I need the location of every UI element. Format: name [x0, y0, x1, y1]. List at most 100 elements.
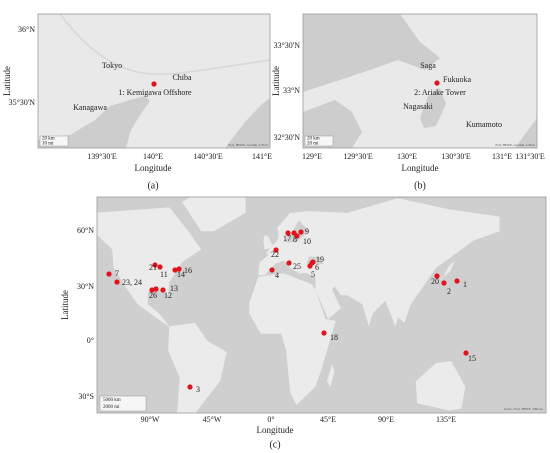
x-tick-label: 129°E	[302, 152, 322, 161]
sea	[283, 220, 310, 243]
site-marker	[273, 247, 279, 253]
site-marker	[151, 81, 157, 87]
attribution: Esri, HERE, Garmin, USGS	[495, 143, 535, 148]
sea	[225, 98, 270, 148]
map-frame	[96, 196, 547, 414]
site-marker	[321, 330, 327, 336]
bay	[420, 88, 446, 128]
site-marker	[463, 350, 469, 356]
sea	[515, 118, 537, 148]
attribution: IGGC, Esri, HERE, NRCan	[504, 407, 543, 412]
land	[168, 322, 227, 413]
x-tick-label: 0°	[267, 415, 274, 424]
map-a: 36°N 35°30'N 139°30'E 140°E 140°30'E 141…	[2, 13, 272, 191]
site-label: 2	[447, 287, 451, 296]
x-tick-label: 129°30'E	[343, 152, 373, 161]
site-label: 21	[149, 263, 157, 272]
site-label: 18	[330, 333, 338, 342]
y-tick-label: 33°30'N	[274, 41, 301, 50]
scale-box	[99, 395, 147, 412]
site-marker	[114, 279, 120, 285]
site-marker	[441, 280, 447, 286]
x-tick-label: 90°W	[141, 415, 160, 424]
site-label: 8	[293, 235, 297, 244]
scale-label: 20 km	[42, 137, 55, 142]
site-label: 23, 24	[122, 278, 142, 287]
scale-box	[304, 135, 334, 147]
site-marker	[153, 286, 159, 292]
site-marker	[454, 278, 460, 284]
site-marker	[286, 260, 292, 266]
caption: (c)	[269, 439, 280, 450]
map-c: 60°N 30°N 0° 30°S 90°W 45°W 0° 45°E 90°E…	[60, 196, 547, 450]
site-marker	[298, 229, 304, 235]
x-tick-label: 131°E	[492, 152, 512, 161]
land	[263, 234, 274, 250]
x-tick-label: 130°30'E	[441, 152, 471, 161]
land	[436, 260, 456, 283]
land	[249, 273, 336, 406]
y-tick-label: 36°N	[18, 25, 35, 34]
place-label: Chiba	[172, 73, 192, 82]
place-label: Kanagawa	[73, 103, 107, 112]
y-tick-label: 35°30'N	[9, 98, 36, 107]
sea	[303, 14, 440, 92]
site-marker	[172, 267, 178, 273]
site-label: 3	[196, 385, 200, 394]
site-marker	[269, 267, 275, 273]
x-tick-label: 45°E	[320, 415, 336, 424]
x-tick-label: 45°W	[203, 415, 222, 424]
site-marker	[149, 287, 155, 293]
scale-label: 20 mi	[307, 142, 319, 147]
y-axis-label: Latitude	[60, 290, 70, 320]
y-tick-label: 33°N	[283, 86, 300, 95]
site-label: 17	[283, 234, 291, 243]
site-marker	[310, 259, 316, 265]
map-b: 33°30'N 33°N 32°30'N 129°E 129°30'E 130°…	[271, 13, 545, 191]
site-label: 6	[315, 263, 319, 272]
y-tick-label: 32°30'N	[274, 133, 301, 142]
y-axis-label: Latitude	[2, 66, 12, 96]
caption: (a)	[147, 180, 158, 191]
site-label: 16	[184, 266, 192, 275]
x-tick-label: 140°30'E	[193, 152, 223, 161]
place-label: Saga	[420, 61, 436, 70]
caption: (b)	[414, 180, 426, 191]
site-marker	[152, 262, 158, 268]
site-label: 25	[293, 262, 301, 271]
y-tick-label: 60°N	[77, 226, 94, 235]
site-label: 15	[468, 354, 476, 363]
site-marker	[106, 271, 112, 277]
site-label: 19	[316, 255, 324, 264]
site-label: 5	[311, 270, 315, 279]
place-label: Tokyo	[102, 61, 122, 70]
site-marker	[176, 266, 182, 272]
site-label: 14	[177, 270, 185, 279]
bay	[38, 96, 150, 148]
land	[258, 198, 500, 327]
site-label: 13	[170, 284, 178, 293]
x-tick-label: 131°30'E	[515, 152, 545, 161]
map-frame	[302, 13, 538, 149]
site-label: 9	[305, 227, 309, 236]
land	[38, 14, 270, 148]
x-tick-label: 130°E	[397, 152, 417, 161]
y-tick-label: 30°S	[78, 392, 94, 401]
site-label: 4	[275, 271, 279, 280]
site-label: 1: Kemigawa Offshore	[118, 88, 192, 97]
site-label: 20	[431, 277, 439, 286]
site-label: 10	[303, 237, 311, 246]
land	[326, 364, 335, 387]
x-axis-label: Longitude	[257, 425, 294, 435]
site-label: 7	[115, 269, 119, 278]
place-label: Fukuoka	[443, 75, 471, 84]
y-tick-label: 30°N	[77, 282, 94, 291]
x-tick-label: 140°E	[143, 152, 163, 161]
place-label: Nagasaki	[403, 102, 434, 111]
x-axis-label: Longitude	[402, 163, 439, 173]
site-label: 12	[164, 291, 172, 300]
site-label: 2: Ariake Tower	[414, 88, 466, 97]
site-marker	[187, 384, 193, 390]
x-tick-label: 90°E	[378, 415, 394, 424]
